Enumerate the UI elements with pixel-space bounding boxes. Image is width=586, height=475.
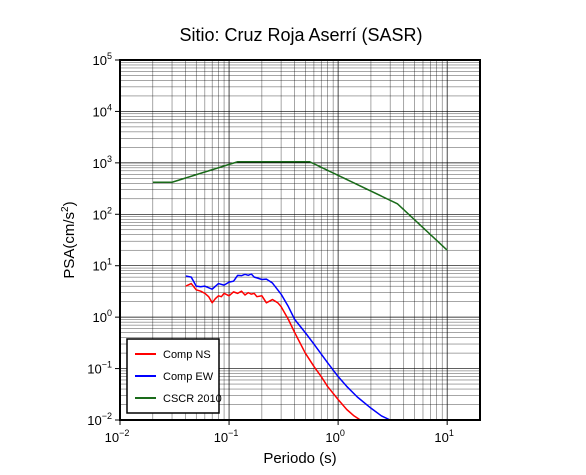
- x-tick-exponent: −1: [228, 428, 238, 438]
- y-tick-exponent: 2: [107, 205, 112, 215]
- legend-label: CSCR 2010: [163, 393, 222, 405]
- y-tick-base: 10: [93, 259, 107, 274]
- series-line-2: [185, 273, 391, 421]
- y-tick-base: 10: [93, 53, 107, 68]
- y-tick-label: 103: [93, 154, 112, 171]
- x-tick-label: 10−1: [214, 428, 239, 445]
- x-tick-label: 10−2: [105, 428, 130, 445]
- y-tick-label: 10−2: [87, 411, 112, 428]
- x-tick-exponent: 0: [340, 428, 345, 438]
- y-tick-exponent: −1: [102, 360, 112, 370]
- y-tick-base: 10: [93, 207, 107, 222]
- y-tick-exponent: −2: [102, 411, 112, 421]
- legend-label: Comp NS: [163, 349, 211, 361]
- x-tick-base: 10: [434, 430, 448, 445]
- x-tick-label: 101: [434, 428, 453, 445]
- y-tick-base: 10: [87, 413, 101, 428]
- y-tick-label: 101: [93, 257, 112, 274]
- grid: [119, 59, 481, 421]
- y-tick-base: 10: [93, 310, 107, 325]
- y-tick-label: 10−1: [87, 360, 112, 377]
- series-line-1: [185, 282, 361, 421]
- series-layer: [152, 161, 448, 421]
- chart-title: Sitio: Cruz Roja Aserrí (SASR): [179, 25, 422, 45]
- y-axis-label: PSA(cm/s2): [60, 201, 78, 278]
- x-tick-labels: 10−2 10−1 100 101: [105, 420, 454, 445]
- y-tick-exponent: 4: [107, 102, 112, 112]
- legend: Comp NS Comp EW CSCR 2010: [126, 338, 222, 414]
- series-line-3: [152, 161, 448, 251]
- y-tick-label: 105: [93, 51, 112, 68]
- y-tick-base: 10: [87, 362, 101, 377]
- y-tick-base: 10: [93, 104, 107, 119]
- legend-label: Comp EW: [163, 371, 214, 383]
- y-axis-label-close: ): [61, 201, 78, 206]
- x-tick-exponent: 1: [449, 428, 454, 438]
- y-tick-base: 10: [93, 156, 107, 171]
- x-tick-exponent: −2: [119, 428, 129, 438]
- y-tick-exponent: 0: [107, 308, 112, 318]
- y-tick-exponent: 5: [107, 51, 112, 61]
- x-tick-base: 10: [214, 430, 228, 445]
- y-tick-label: 102: [93, 205, 112, 222]
- x-tick-base: 10: [105, 430, 119, 445]
- x-tick-base: 10: [325, 430, 339, 445]
- y-tick-exponent: 1: [107, 257, 112, 267]
- x-tick-label: 100: [325, 428, 344, 445]
- y-axis-label-base: PSA(cm/s: [61, 212, 78, 279]
- legend-items: Comp NS Comp EW CSCR 2010: [135, 349, 222, 405]
- y-tick-label: 104: [93, 102, 112, 119]
- x-axis-label: Periodo (s): [263, 450, 336, 467]
- plot-frame: [119, 59, 481, 421]
- y-tick-exponent: 3: [107, 154, 112, 164]
- y-tick-label: 100: [93, 308, 112, 325]
- y-axis-label-superscript: 2: [60, 206, 71, 212]
